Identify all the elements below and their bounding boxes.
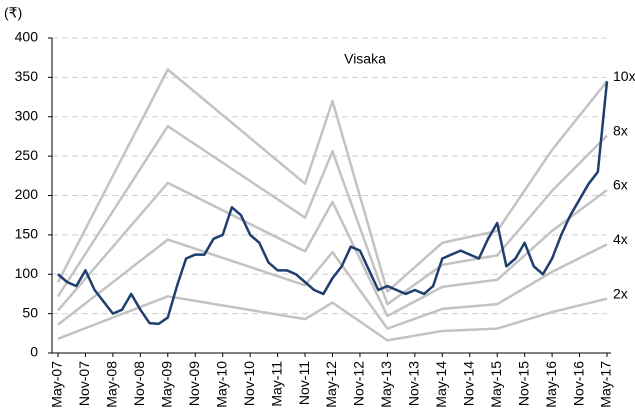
y-tick-label: 50 xyxy=(22,304,38,320)
x-tick-label: May-15 xyxy=(488,361,504,408)
y-axis-label: (₹) xyxy=(4,5,22,21)
band-line xyxy=(56,68,608,293)
y-tick-label: 100 xyxy=(15,265,39,281)
y-tick-label: 250 xyxy=(15,147,39,163)
band-line xyxy=(57,238,608,330)
x-tick-label: May-11 xyxy=(268,361,284,407)
x-tick-label: Nov-12 xyxy=(351,361,367,406)
x-tick-label: Nov-14 xyxy=(460,361,476,406)
x-tick-label: May-14 xyxy=(433,361,449,408)
x-tick-label: Nov-15 xyxy=(515,361,531,406)
band-label: 8x xyxy=(613,122,628,138)
price-line xyxy=(57,81,609,326)
x-tick-label: Nov-10 xyxy=(241,361,257,406)
band-label: 10x xyxy=(613,68,635,84)
band-label: 6x xyxy=(613,177,628,193)
x-tick-label: May-10 xyxy=(213,361,229,408)
x-tick-label: May-09 xyxy=(159,361,175,408)
y-tick-label: 150 xyxy=(15,226,39,242)
x-tick-label: May-13 xyxy=(378,361,394,408)
x-tick-label: May-16 xyxy=(543,361,559,408)
band-label: 2x xyxy=(613,285,628,301)
band-line xyxy=(56,124,608,306)
x-tick-label: Nov-07 xyxy=(76,361,92,406)
band-line xyxy=(57,181,608,318)
x-tick-label: Nov-13 xyxy=(406,361,422,406)
band-line xyxy=(57,295,608,342)
x-tick-label: May-12 xyxy=(323,361,339,408)
chart-title: Visaka xyxy=(344,51,386,67)
band-label: 4x xyxy=(613,231,628,247)
x-tick-label: May-08 xyxy=(104,361,120,408)
y-tick-label: 350 xyxy=(15,68,39,84)
x-tick-label: May-07 xyxy=(49,361,65,408)
x-tick-label: Nov-11 xyxy=(296,361,312,405)
y-tick-label: 200 xyxy=(15,186,39,202)
y-tick-label: 0 xyxy=(30,344,38,360)
x-tick-label: Nov-08 xyxy=(131,361,147,406)
x-tick-label: Nov-09 xyxy=(186,361,202,406)
y-tick-label: 400 xyxy=(15,29,39,45)
x-tick-label: Nov-16 xyxy=(570,361,586,406)
x-tick-label: May-17 xyxy=(598,361,614,408)
y-tick-label: 300 xyxy=(15,107,39,123)
